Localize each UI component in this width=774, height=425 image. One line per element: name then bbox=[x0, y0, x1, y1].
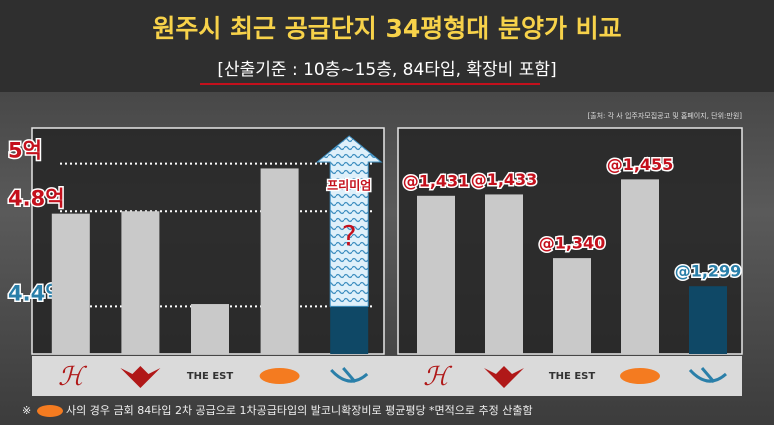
bar bbox=[689, 286, 727, 354]
logo-h: ℋ bbox=[423, 362, 453, 392]
logo-h: ℋ bbox=[58, 362, 88, 392]
value-label: @1,340 bbox=[539, 234, 606, 253]
bar bbox=[417, 195, 455, 354]
bar bbox=[553, 258, 591, 354]
category-label: THE EST bbox=[549, 371, 596, 382]
source: [출처: 각 사 입주자모집공고 및 홈페이지, 단위:만원] bbox=[587, 111, 742, 120]
value-label: @1,433 bbox=[471, 170, 538, 189]
value-label: @1,455 bbox=[607, 155, 674, 174]
logo-xi bbox=[688, 367, 727, 383]
bar bbox=[121, 211, 160, 354]
header-band bbox=[0, 0, 774, 92]
title: 원주시 최근 공급단지 34평형대 분양가 비교 bbox=[152, 14, 621, 43]
logo-eagle bbox=[484, 366, 524, 388]
bar bbox=[621, 179, 659, 354]
footnote-mark: ※ bbox=[22, 404, 31, 417]
premium-arrow bbox=[315, 135, 383, 307]
bar bbox=[485, 194, 523, 354]
y-tick-label: 5억 bbox=[8, 139, 42, 163]
footnote-logo bbox=[37, 405, 63, 417]
bar bbox=[260, 168, 299, 354]
bar bbox=[191, 304, 229, 354]
annotation: ? bbox=[342, 219, 357, 252]
value-label: @1,299 bbox=[675, 262, 742, 281]
subtitle: [산출기준 : 10층~15층, 84타입, 확장비 포함] bbox=[217, 60, 556, 80]
category-label: THE EST bbox=[187, 371, 234, 382]
bar bbox=[330, 306, 369, 354]
logo-eagle bbox=[120, 366, 161, 388]
logo-blob bbox=[259, 368, 300, 384]
y-tick-label: 4.8억 bbox=[8, 186, 65, 210]
footnote: 사의 경우 금회 84타입 2차 공급으로 1차공급타입의 발코니확장비로 평균… bbox=[66, 404, 533, 417]
annotation: 프리미엄 bbox=[327, 178, 371, 193]
logo-blob bbox=[620, 368, 660, 384]
value-label: @1,431 bbox=[403, 171, 470, 190]
logo-xi bbox=[330, 367, 369, 383]
bar bbox=[51, 213, 90, 354]
